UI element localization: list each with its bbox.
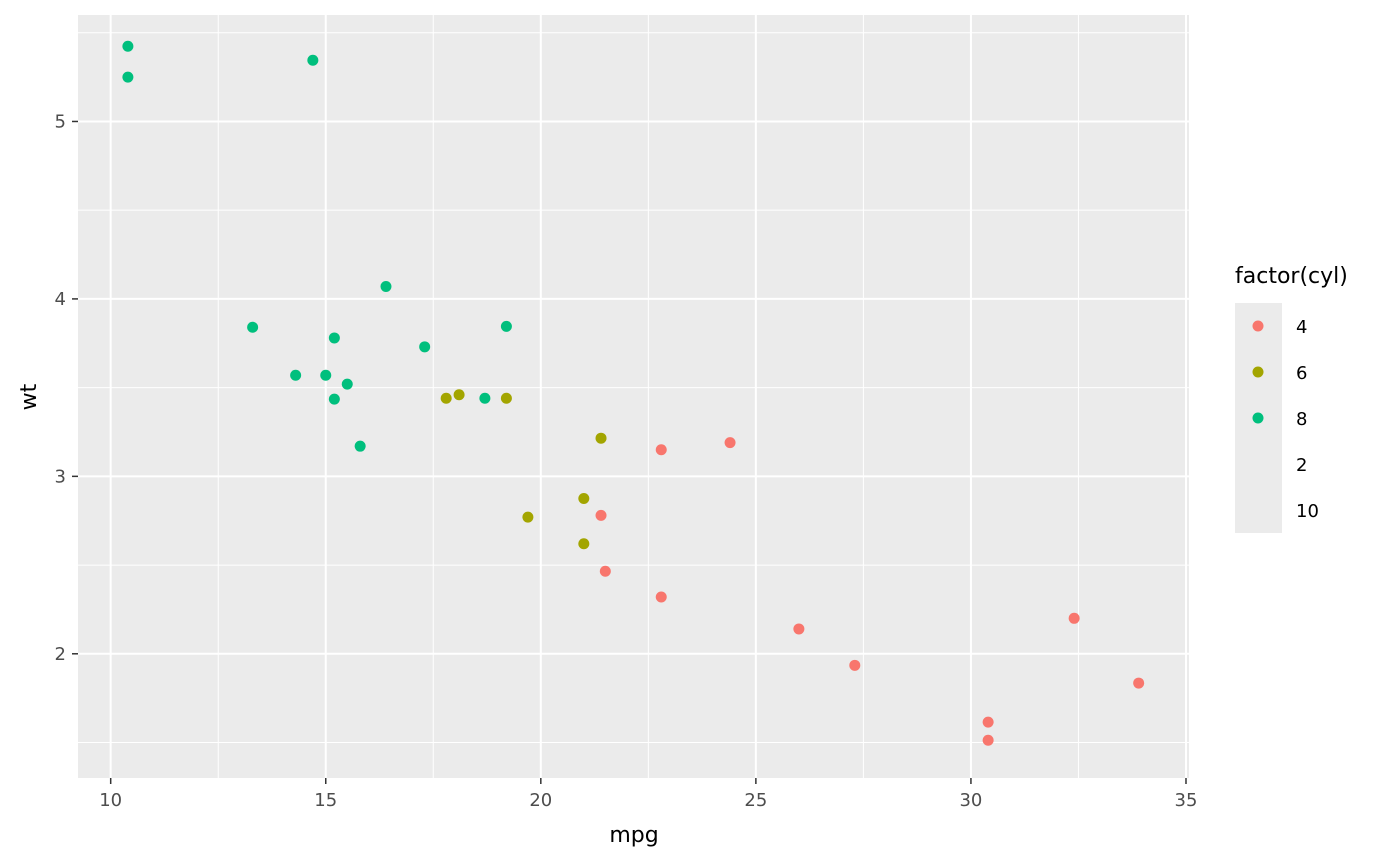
- data-point-cyl-8: [122, 40, 134, 52]
- x-tick-label: 35: [1175, 790, 1198, 811]
- data-point-cyl-8: [247, 321, 259, 333]
- data-point-cyl-8: [341, 378, 353, 390]
- x-tick-label: 15: [314, 790, 337, 811]
- legend-label-8: 8: [1296, 409, 1307, 430]
- data-point-cyl-8: [354, 440, 366, 452]
- y-axis-title: wt: [17, 383, 42, 410]
- data-point-cyl-6: [522, 511, 534, 523]
- data-point-cyl-4: [982, 716, 994, 728]
- data-point-cyl-8: [479, 392, 491, 404]
- y-tick-label: 3: [55, 466, 66, 487]
- data-point-cyl-4: [793, 623, 805, 635]
- data-point-cyl-6: [578, 493, 590, 505]
- data-point-cyl-4: [595, 509, 607, 521]
- data-point-cyl-4: [849, 659, 861, 671]
- data-point-cyl-4: [1068, 612, 1080, 624]
- legend: factor(cyl) 4 6 8 2 10: [1235, 264, 1348, 533]
- data-point-cyl-6: [440, 392, 452, 404]
- y-tick-label: 2: [55, 644, 66, 665]
- data-point-cyl-6: [453, 389, 465, 401]
- x-tick-label: 30: [959, 790, 982, 811]
- data-point-cyl-4: [1133, 677, 1145, 689]
- data-point-cyl-8: [122, 71, 134, 83]
- legend-label-4: 4: [1296, 317, 1307, 338]
- y-tick-label: 5: [55, 111, 66, 132]
- major-gridlines: [78, 15, 1189, 778]
- data-point-cyl-4: [599, 565, 611, 577]
- data-point-cyl-8: [380, 280, 392, 292]
- legend-key-6: [1252, 366, 1264, 378]
- data-point-cyl-8: [500, 320, 512, 332]
- y-tick-label: 4: [55, 289, 66, 310]
- data-point-cyl-8: [328, 393, 340, 405]
- data-point-cyl-8: [307, 54, 319, 66]
- data-point-cyl-4: [724, 437, 736, 449]
- data-point-cyl-4: [982, 734, 994, 746]
- x-tick-label: 10: [99, 790, 122, 811]
- data-point-cyl-6: [500, 392, 512, 404]
- legend-key-4: [1252, 320, 1264, 332]
- data-point-cyl-8: [290, 369, 302, 381]
- x-tick-label: 25: [744, 790, 767, 811]
- minor-gridlines: [78, 15, 1189, 778]
- data-point-cyl-4: [655, 444, 667, 456]
- x-axis: 10 15 20 25 30 35: [99, 778, 1197, 811]
- legend-label-10: 10: [1296, 501, 1319, 522]
- legend-entries: 4 6 8 2 10: [1252, 317, 1319, 522]
- data-point-cyl-6: [578, 538, 590, 550]
- data-point-cyl-8: [328, 332, 340, 344]
- y-axis: 2 3 4 5: [55, 111, 78, 665]
- x-axis-title: mpg: [609, 823, 658, 848]
- legend-label-6: 6: [1296, 363, 1307, 384]
- legend-title: factor(cyl): [1235, 264, 1348, 289]
- legend-label-2: 2: [1296, 455, 1307, 476]
- data-point-cyl-6: [595, 432, 607, 444]
- data-point-cyl-8: [419, 341, 431, 353]
- legend-key-8: [1252, 412, 1264, 424]
- data-point-cyl-8: [320, 369, 332, 381]
- data-points: [122, 40, 1145, 746]
- data-point-cyl-4: [655, 591, 667, 603]
- x-tick-label: 20: [529, 790, 552, 811]
- plot-panel: [78, 15, 1189, 778]
